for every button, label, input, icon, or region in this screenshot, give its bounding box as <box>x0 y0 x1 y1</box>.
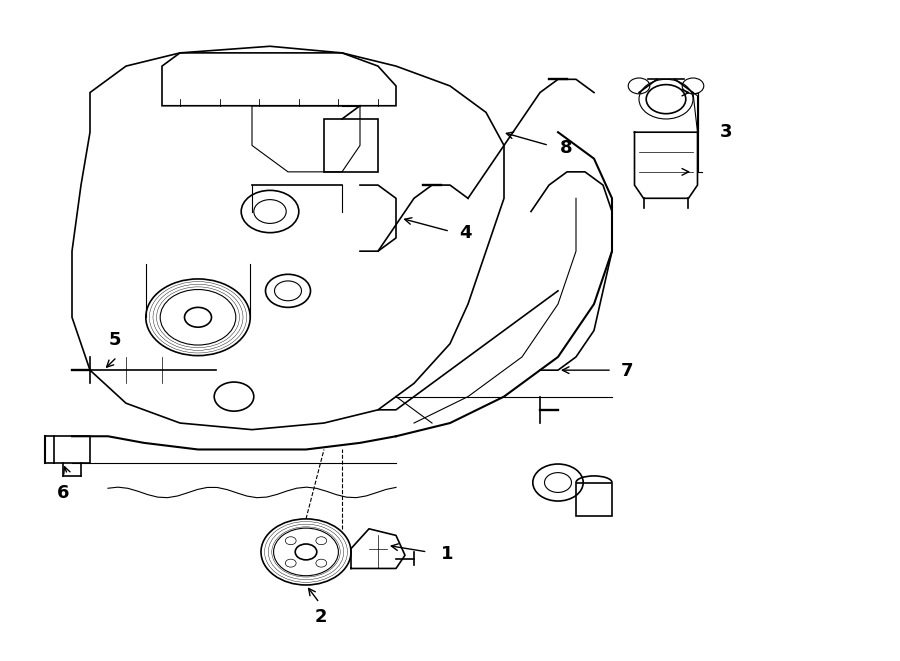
Text: 5: 5 <box>109 331 122 349</box>
Text: 7: 7 <box>621 362 634 381</box>
Text: 4: 4 <box>459 223 472 242</box>
Bar <box>576 483 612 516</box>
Text: 3: 3 <box>720 123 733 141</box>
Text: 6: 6 <box>57 484 69 502</box>
Text: 8: 8 <box>560 139 572 157</box>
Text: 2: 2 <box>315 608 328 626</box>
Text: 1: 1 <box>441 545 454 563</box>
Bar <box>324 119 378 172</box>
